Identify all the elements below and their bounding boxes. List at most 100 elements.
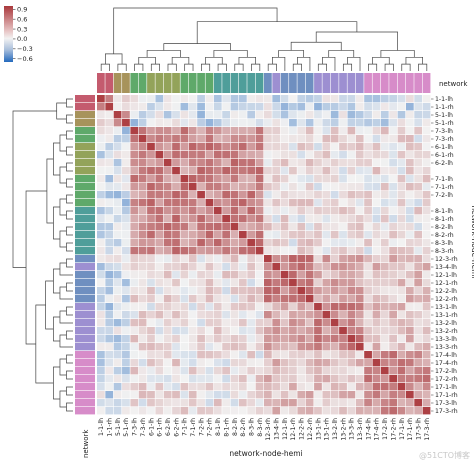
- heatmap-cell: [255, 287, 264, 295]
- heatmap-cell: [314, 119, 322, 127]
- y-tick-label: 17-2-lh: [435, 368, 457, 375]
- heatmap-cell: [355, 407, 364, 415]
- heatmap-cell: [197, 143, 205, 151]
- heatmap-cell: [422, 327, 431, 335]
- heatmap-cell: [305, 119, 314, 127]
- heatmap-cell: [339, 151, 347, 159]
- heatmap-cell: [172, 135, 180, 143]
- heatmap-cell: [230, 151, 239, 159]
- heatmap-cell: [213, 335, 222, 343]
- heatmap-cell: [330, 375, 339, 383]
- heatmap-cell: [380, 391, 389, 399]
- heatmap-cell: [147, 103, 155, 111]
- heatmap-cell: [97, 351, 105, 359]
- heatmap-cell: [188, 319, 197, 327]
- dendrogram-link: [66, 282, 73, 292]
- heatmap-cell: [180, 191, 189, 199]
- heatmap-cell: [372, 359, 381, 367]
- heatmap-cell: [389, 279, 397, 287]
- heatmap-cell: [205, 223, 214, 231]
- heatmap-cell: [414, 343, 423, 351]
- dendrogram-link: [53, 268, 60, 294]
- col-network-cell: [122, 73, 130, 93]
- heatmap-cell: [97, 399, 105, 407]
- heatmap-cell: [339, 287, 347, 295]
- dendrogram-link: [213, 50, 248, 58]
- heatmap-cell: [405, 159, 414, 167]
- heatmap-cell: [197, 223, 205, 231]
- heatmap-cell: [372, 399, 381, 407]
- heatmap-cell: [97, 343, 105, 351]
- heatmap-cell: [347, 167, 356, 175]
- heatmap-cell: [280, 247, 289, 255]
- heatmap-cell: [197, 191, 205, 199]
- y-tick-label: 7-1-rh: [435, 184, 454, 191]
- col-colors-label: network: [439, 80, 468, 88]
- heatmap-cell: [330, 359, 339, 367]
- dendrogram-link: [113, 7, 278, 54]
- heatmap-cell: [138, 359, 147, 367]
- heatmap-cell: [155, 175, 164, 183]
- heatmap-cell: [155, 111, 164, 119]
- heatmap-cell: [147, 351, 155, 359]
- heatmap-cell: [380, 375, 389, 383]
- dendrogram-link: [25, 190, 47, 345]
- heatmap-cell: [289, 175, 297, 183]
- heatmap-cell: [188, 175, 197, 183]
- heatmap-cell: [314, 95, 322, 103]
- heatmap-cell: [280, 375, 289, 383]
- heatmap-cell: [372, 287, 381, 295]
- heatmap-cell: [213, 247, 222, 255]
- heatmap-cell: [297, 263, 306, 271]
- heatmap-cell: [213, 159, 222, 167]
- heatmap-cell: [397, 303, 406, 311]
- heatmap-cell: [255, 167, 264, 175]
- heatmap-cell: [97, 111, 105, 119]
- heatmap-cell: [230, 111, 239, 119]
- heatmap-cell: [180, 239, 189, 247]
- heatmap-cell: [180, 135, 189, 143]
- heatmap-cell: [380, 127, 389, 135]
- col-network-cell: [322, 73, 331, 93]
- heatmap-cell: [380, 287, 389, 295]
- heatmap-cell: [330, 399, 339, 407]
- heatmap-cell: [289, 207, 297, 215]
- heatmap-cell: [380, 175, 389, 183]
- row-network-cell: [75, 343, 95, 351]
- row-network-cell: [75, 159, 95, 167]
- heatmap-cell: [422, 159, 431, 167]
- heatmap-cell: [364, 135, 372, 143]
- heatmap-cell: [122, 167, 130, 175]
- x-tick-label: 12-1-rh: [290, 418, 297, 441]
- heatmap-cell: [264, 303, 272, 311]
- row-network-cell: [75, 407, 95, 415]
- heatmap-cell: [322, 303, 331, 311]
- heatmap-cell: [305, 215, 314, 223]
- heatmap-cell: [172, 231, 180, 239]
- heatmap-cell: [247, 119, 256, 127]
- heatmap-cell: [230, 287, 239, 295]
- heatmap-cell: [147, 247, 155, 255]
- heatmap-cell: [138, 247, 147, 255]
- heatmap-cell: [380, 239, 389, 247]
- heatmap-cell: [147, 127, 155, 135]
- heatmap-cell: [330, 263, 339, 271]
- heatmap-cell: [405, 151, 414, 159]
- heatmap-cell: [247, 383, 256, 391]
- heatmap-cell: [330, 215, 339, 223]
- heatmap-cell: [130, 263, 139, 271]
- heatmap-cell: [122, 191, 130, 199]
- heatmap-cell: [305, 103, 314, 111]
- heatmap-cell: [155, 199, 164, 207]
- heatmap-cell: [197, 255, 205, 263]
- heatmap-cell: [130, 255, 139, 263]
- dendrogram-link: [35, 304, 54, 384]
- heatmap-cell: [380, 303, 389, 311]
- heatmap-cell: [355, 319, 364, 327]
- heatmap-cell: [172, 239, 180, 247]
- heatmap-cell: [247, 255, 256, 263]
- heatmap-cell: [372, 199, 381, 207]
- heatmap-cell: [314, 175, 322, 183]
- heatmap-cell: [297, 375, 306, 383]
- heatmap-cell: [347, 383, 356, 391]
